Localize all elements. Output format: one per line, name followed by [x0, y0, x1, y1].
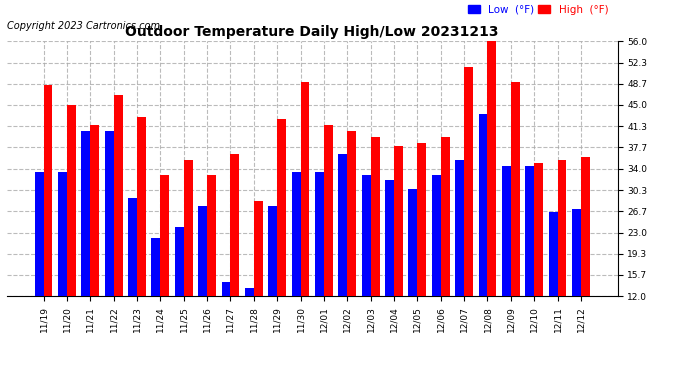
- Bar: [324, 125, 333, 296]
- Bar: [371, 137, 380, 296]
- Bar: [184, 160, 193, 296]
- Bar: [417, 142, 426, 296]
- Bar: [558, 160, 566, 296]
- Bar: [175, 227, 184, 296]
- Bar: [338, 154, 347, 296]
- Bar: [549, 212, 558, 296]
- Bar: [487, 41, 496, 296]
- Bar: [67, 105, 76, 296]
- Bar: [385, 180, 394, 296]
- Bar: [464, 68, 473, 296]
- Legend: Low  (°F), High  (°F): Low (°F), High (°F): [464, 0, 612, 19]
- Title: Outdoor Temperature Daily High/Low 20231213: Outdoor Temperature Daily High/Low 20231…: [126, 25, 499, 39]
- Bar: [362, 174, 371, 296]
- Bar: [502, 166, 511, 296]
- Bar: [277, 120, 286, 296]
- Bar: [58, 172, 67, 296]
- Bar: [254, 201, 263, 296]
- Bar: [245, 288, 254, 296]
- Bar: [441, 137, 450, 296]
- Bar: [534, 163, 543, 296]
- Bar: [347, 131, 356, 296]
- Bar: [128, 198, 137, 296]
- Bar: [43, 85, 52, 296]
- Bar: [408, 189, 417, 296]
- Bar: [511, 82, 520, 296]
- Bar: [432, 174, 441, 296]
- Bar: [137, 117, 146, 296]
- Bar: [34, 172, 43, 296]
- Bar: [315, 172, 324, 296]
- Bar: [525, 166, 534, 296]
- Bar: [394, 146, 403, 296]
- Bar: [105, 131, 114, 296]
- Bar: [572, 209, 581, 296]
- Bar: [114, 94, 123, 296]
- Bar: [292, 172, 301, 296]
- Bar: [90, 125, 99, 296]
- Bar: [455, 160, 464, 296]
- Bar: [301, 82, 309, 296]
- Bar: [230, 154, 239, 296]
- Bar: [160, 174, 169, 296]
- Bar: [81, 131, 90, 296]
- Bar: [207, 174, 216, 296]
- Bar: [581, 157, 590, 296]
- Bar: [479, 114, 487, 296]
- Bar: [268, 206, 277, 296]
- Bar: [221, 282, 230, 296]
- Bar: [198, 206, 207, 296]
- Text: Copyright 2023 Cartronics.com: Copyright 2023 Cartronics.com: [7, 21, 160, 31]
- Bar: [152, 238, 160, 296]
